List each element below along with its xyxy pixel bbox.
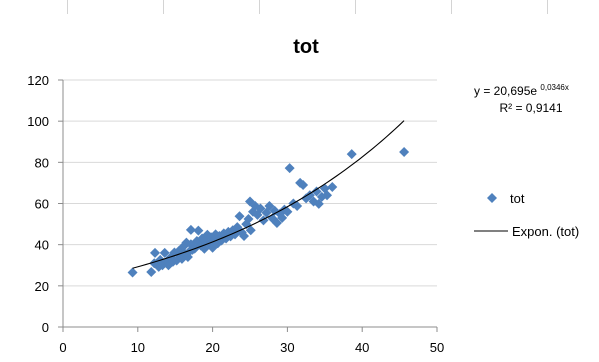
y-tick-label: 120	[27, 73, 49, 88]
data-point	[239, 231, 250, 242]
trendline-equation-exponent: 0,0346x	[540, 83, 568, 92]
data-points	[127, 147, 410, 278]
data-point	[255, 203, 266, 214]
data-point	[284, 163, 295, 174]
data-point	[327, 182, 338, 193]
data-point	[127, 267, 138, 278]
y-tick-label: 20	[35, 279, 49, 294]
trendline	[132, 120, 405, 269]
axes	[58, 79, 438, 332]
data-point	[234, 211, 245, 222]
x-tick-label: 10	[131, 340, 145, 355]
scatter-chart: 0 20 40 60 80 100 120 0 10 20 30 40 50 tot y = 20,6…	[27, 36, 579, 355]
data-point	[292, 200, 303, 211]
y-tick-label: 0	[42, 320, 49, 335]
trendline-equation: y = 20,695e 0,0346x	[474, 83, 569, 98]
data-point	[399, 147, 410, 158]
data-point	[346, 149, 357, 160]
data-point	[277, 212, 288, 223]
y-tick-label: 60	[35, 197, 49, 212]
data-point	[245, 225, 256, 236]
data-point	[146, 267, 157, 278]
data-point	[282, 206, 293, 217]
x-tick-label: 50	[430, 340, 444, 355]
x-tick-label: 20	[205, 340, 219, 355]
x-tick-label: 30	[280, 340, 294, 355]
legend[interactable]: tot Expon. (tot)	[474, 191, 579, 239]
legend-marker-diamond-icon	[487, 193, 497, 203]
legend-label-series: tot	[510, 191, 525, 206]
data-point	[243, 213, 254, 224]
trendline-r-squared: R² = 0,9141	[499, 101, 562, 115]
legend-label-trendline: Expon. (tot)	[512, 224, 579, 239]
chart-title: tot	[293, 36, 319, 58]
data-point	[311, 186, 322, 197]
data-point	[150, 247, 161, 258]
chart-area[interactable]: 0 20 40 60 80 100 120 0 10 20 30 40 50 tot y = 20,6…	[0, 14, 599, 362]
y-tick-label: 40	[35, 238, 49, 253]
data-point	[271, 218, 282, 229]
data-point	[298, 179, 309, 190]
x-axis-tick-labels: 0 10 20 30 40 50	[59, 340, 444, 355]
data-point	[159, 247, 170, 258]
gridlines	[63, 79, 437, 287]
x-tick-label: 40	[355, 340, 369, 355]
x-tick-label: 0	[59, 340, 66, 355]
data-point	[322, 190, 333, 201]
data-point	[193, 225, 204, 236]
y-tick-label: 100	[27, 114, 49, 129]
data-point	[185, 224, 196, 235]
trendline-equation-base: y = 20,695e	[474, 84, 537, 98]
y-tick-label: 80	[35, 155, 49, 170]
y-axis-tick-labels: 0 20 40 60 80 100 120	[27, 73, 49, 335]
